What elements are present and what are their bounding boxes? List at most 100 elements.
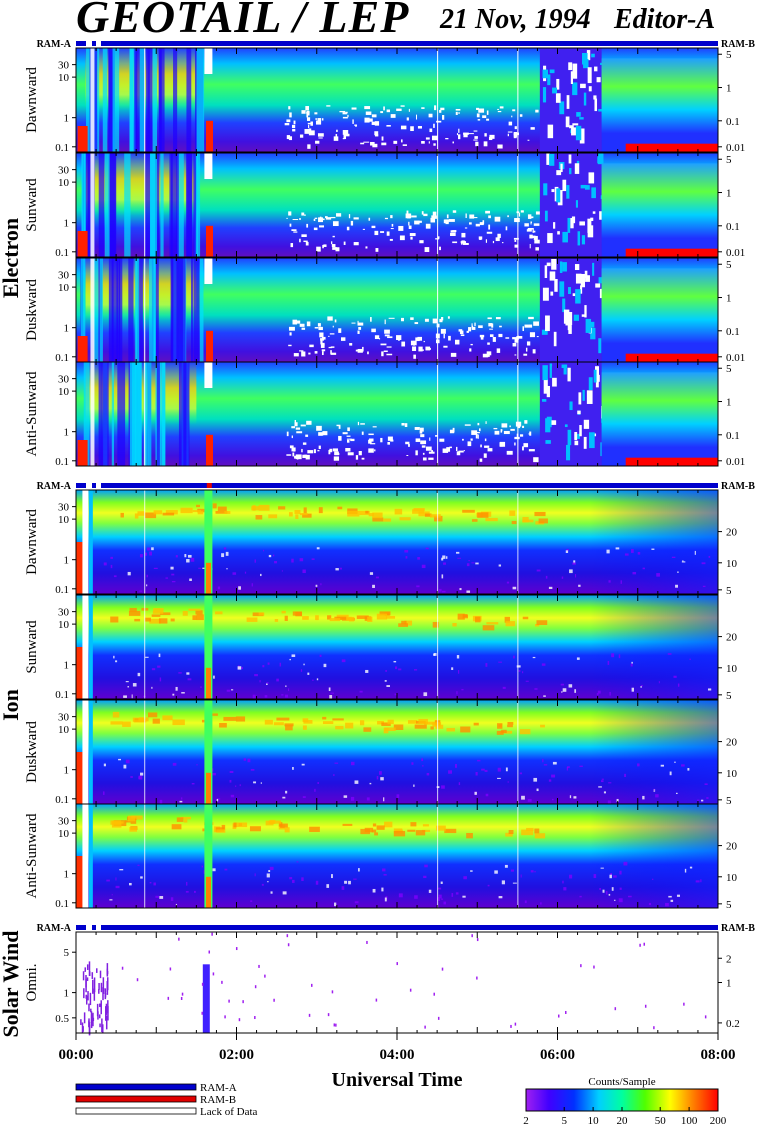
low-speckle — [440, 898, 444, 900]
hot-speckle — [152, 610, 164, 614]
low-count-speckle — [524, 324, 529, 328]
y-tick-label: 1 — [64, 555, 70, 567]
low-count-speckle — [315, 118, 317, 121]
low-speckle — [369, 572, 374, 575]
low-speckle — [593, 874, 597, 879]
speckle — [587, 225, 594, 238]
hot-speckle — [386, 615, 396, 619]
low-speckle — [458, 782, 461, 786]
low-speckle — [579, 765, 583, 767]
low-speckle — [426, 772, 430, 776]
hot-speckle — [235, 716, 246, 722]
lack-of-data-segment — [86, 483, 92, 488]
lack-of-data-segment — [86, 925, 92, 930]
low-count-speckle — [316, 425, 322, 431]
low-speckle — [606, 549, 610, 554]
low-count-speckle — [478, 108, 485, 113]
low-speckle — [600, 867, 604, 869]
low-count-speckle — [528, 316, 534, 320]
spectrogram-background — [76, 932, 718, 1033]
low-speckle — [111, 894, 113, 896]
hot-speckle — [393, 724, 404, 730]
low-count-speckle — [386, 353, 393, 356]
low-count-speckle — [497, 233, 501, 238]
hot-speckle — [473, 722, 479, 726]
hot-speckle — [134, 513, 139, 519]
speckle — [593, 95, 597, 100]
low-speckle — [656, 573, 660, 577]
speckle — [600, 62, 603, 65]
y-tick-right-label: 1 — [726, 293, 732, 305]
low-speckle — [579, 895, 582, 898]
low-count-speckle — [328, 346, 333, 349]
low-count-speckle — [352, 119, 354, 124]
low-speckle — [334, 902, 337, 907]
low-speckle — [291, 654, 296, 657]
low-speckle — [151, 547, 154, 551]
hot-speckle — [322, 721, 334, 724]
low-count-speckle — [478, 236, 483, 240]
low-count-speckle — [472, 326, 476, 330]
y-tick-label: 10 — [58, 828, 70, 840]
low-speckle — [311, 558, 315, 560]
low-speckle — [413, 784, 415, 787]
speckle — [580, 83, 586, 89]
low-count-speckle — [463, 132, 469, 135]
low-speckle — [618, 654, 621, 659]
low-speckle — [497, 777, 501, 779]
low-speckle — [230, 794, 235, 798]
ram-bar — [76, 483, 718, 488]
low-speckle — [279, 662, 282, 667]
hot-speckle — [246, 617, 258, 622]
low-count-speckle — [428, 113, 433, 118]
y-tick-label: 30 — [58, 816, 70, 828]
low-speckle — [307, 672, 310, 675]
low-count-speckle — [342, 432, 348, 435]
low-speckle — [146, 574, 148, 578]
low-count-speckle — [330, 216, 336, 219]
low-count-speckle — [330, 346, 335, 348]
low-count-speckle — [305, 434, 309, 437]
low-count-speckle — [497, 110, 502, 113]
low-count-speckle — [421, 141, 425, 144]
low-energy-band — [625, 143, 718, 152]
gap-line — [144, 490, 146, 594]
low-count-speckle — [495, 237, 500, 242]
low-speckle — [226, 689, 231, 692]
low-speckle — [668, 895, 672, 898]
count-mark — [396, 962, 398, 966]
low-speckle — [151, 668, 156, 671]
low-count-speckle — [425, 223, 431, 229]
count-mark — [92, 979, 94, 994]
low-count-speckle — [284, 123, 290, 126]
stripe — [158, 362, 166, 466]
spike — [204, 700, 213, 804]
late-fade — [76, 490, 718, 594]
speckle — [591, 187, 596, 199]
low-speckle — [334, 762, 339, 764]
low-count-speckle — [328, 449, 331, 455]
low-count-speckle — [418, 220, 422, 223]
stripe — [129, 48, 136, 152]
hot-speckle — [363, 727, 372, 732]
count-mark — [107, 1006, 109, 1021]
low-speckle — [707, 688, 712, 691]
y-tick-right-label: 5 — [726, 259, 732, 271]
count-mark — [565, 1010, 567, 1014]
low-count-speckle — [529, 234, 533, 239]
low-count-speckle — [370, 443, 376, 445]
low-count-speckle — [348, 214, 351, 219]
low-speckle — [616, 798, 619, 802]
low-count-speckle — [529, 216, 534, 219]
count-mark — [88, 1022, 91, 1036]
low-speckle — [190, 557, 195, 562]
count-mark — [333, 1023, 336, 1027]
low-speckle — [562, 688, 567, 692]
y-tick-label: 1 — [64, 988, 70, 1000]
low-speckle — [159, 799, 163, 804]
count-mark — [208, 950, 211, 954]
low-count-speckle — [321, 345, 324, 348]
stripe — [147, 48, 153, 152]
low-count-speckle — [406, 117, 409, 121]
low-speckle — [613, 875, 617, 878]
